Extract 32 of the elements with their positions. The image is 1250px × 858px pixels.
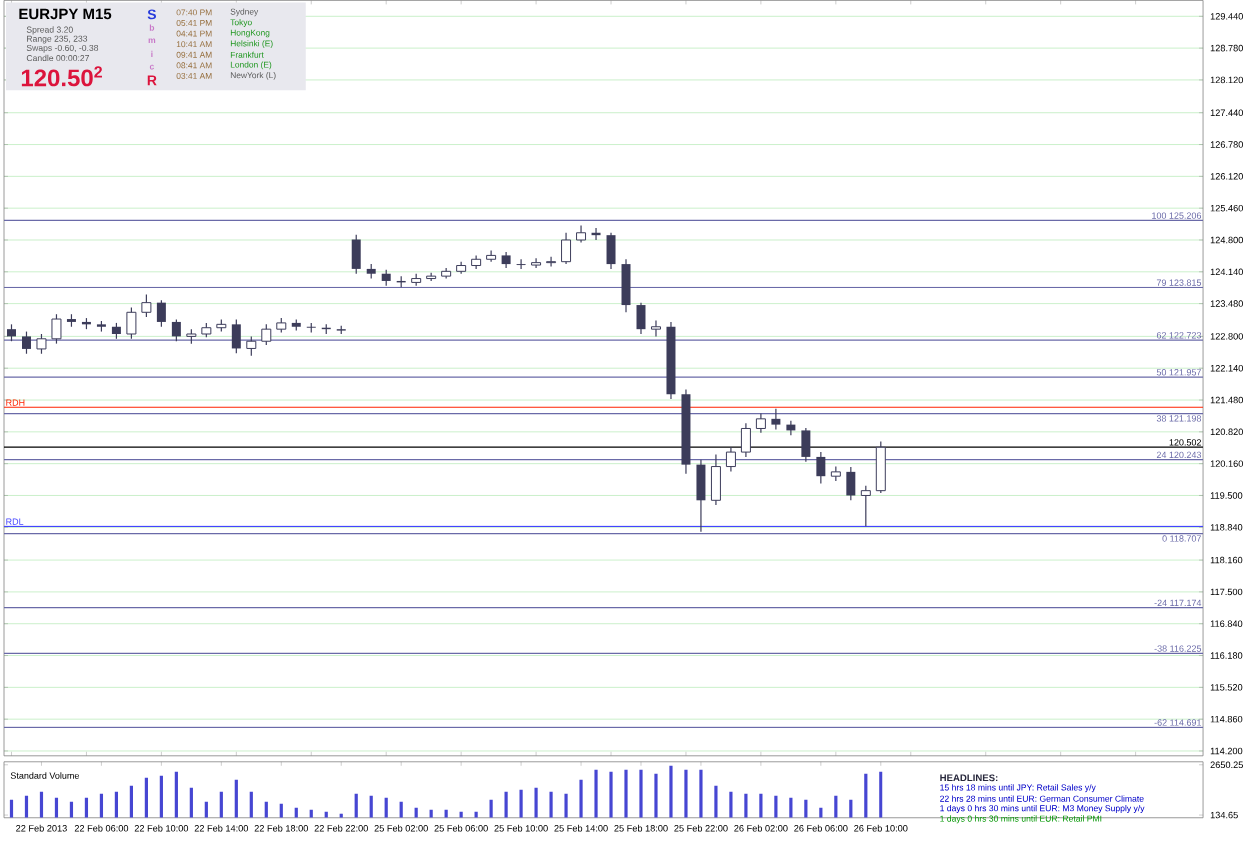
candlestick	[621, 258, 631, 314]
candlestick	[696, 459, 706, 533]
candlestick	[21, 331, 31, 355]
candlestick	[725, 446, 736, 473]
candlestick	[261, 323, 272, 346]
candlestick	[126, 307, 137, 340]
candlestick	[860, 485, 871, 528]
candlestick	[156, 299, 166, 328]
candlestick	[171, 319, 181, 342]
candlestick	[531, 257, 542, 269]
candlestick	[561, 232, 572, 265]
candlestick	[846, 466, 856, 502]
candlestick	[710, 454, 721, 506]
candlestick	[755, 413, 766, 434]
candlestick	[246, 335, 257, 357]
candlestick	[51, 313, 62, 345]
candlestick	[606, 232, 616, 270]
candlestick	[141, 293, 152, 318]
candlestick	[816, 451, 826, 485]
candlestick	[650, 320, 661, 338]
candlestick	[351, 234, 361, 275]
candlestick	[486, 250, 497, 263]
candlestick	[801, 427, 811, 463]
candlestick	[875, 441, 886, 494]
candlestick	[231, 319, 241, 354]
annotation: 120.50$^{2}$	[21, 66, 102, 87]
candlestick	[740, 422, 751, 458]
candlestick	[516, 258, 526, 270]
candlestick	[771, 408, 781, 431]
candlestick	[36, 333, 47, 355]
candlestick	[636, 302, 646, 335]
candlestick	[546, 256, 557, 268]
